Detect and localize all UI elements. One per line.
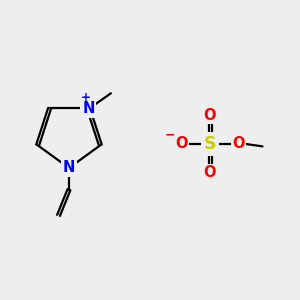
Text: S: S bbox=[204, 135, 216, 153]
Text: N: N bbox=[63, 160, 75, 175]
Text: −: − bbox=[165, 128, 175, 142]
Text: O: O bbox=[175, 136, 188, 152]
Text: O: O bbox=[232, 136, 245, 152]
Text: O: O bbox=[204, 165, 216, 180]
Text: N: N bbox=[82, 101, 94, 116]
Text: +: + bbox=[81, 91, 91, 104]
Text: O: O bbox=[204, 108, 216, 123]
